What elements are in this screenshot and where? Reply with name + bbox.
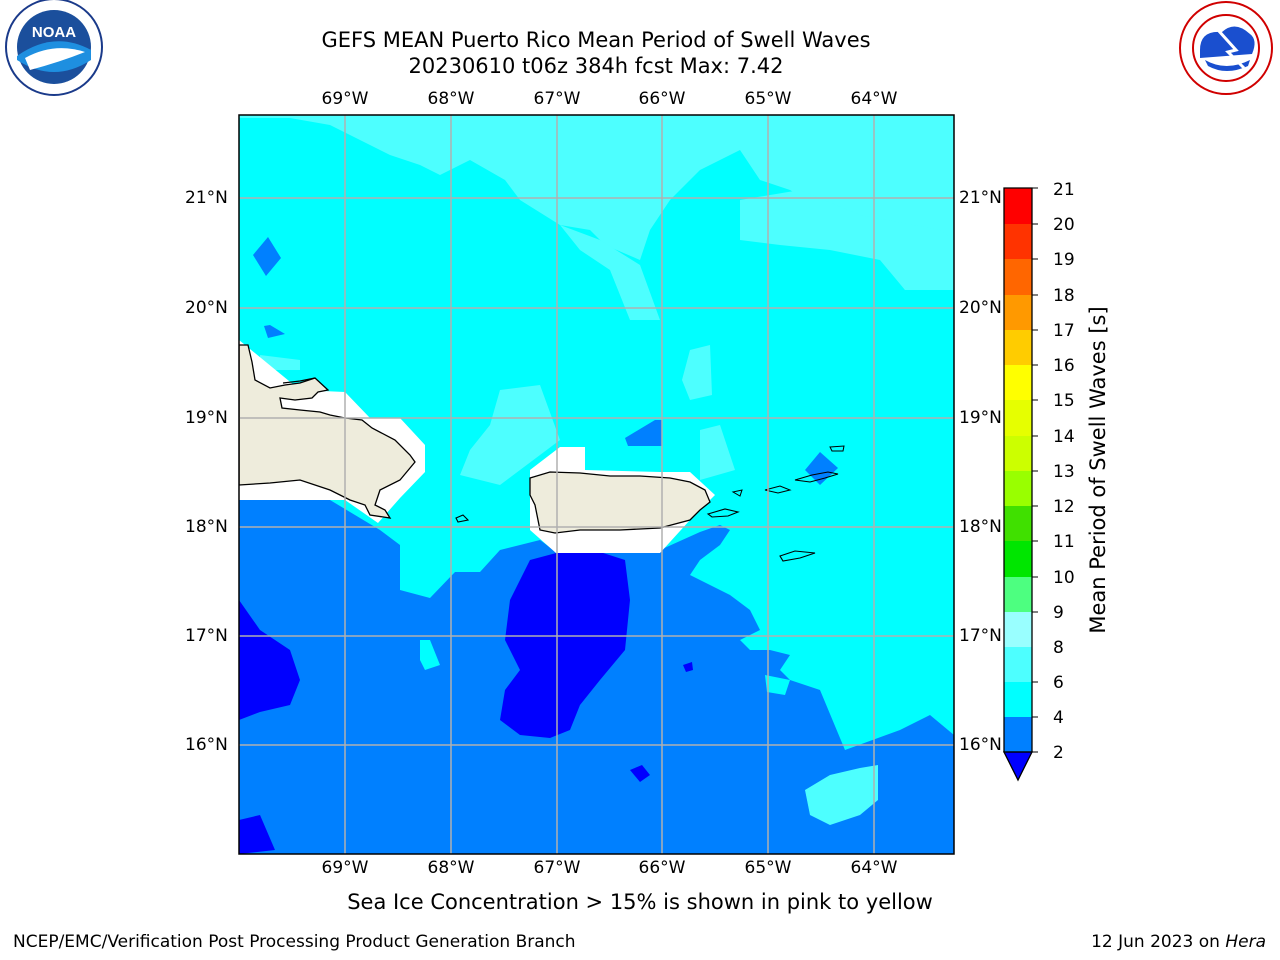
map-gridlines [239, 115, 954, 854]
colorbar-segment [1004, 436, 1032, 471]
nws-logo [1179, 1, 1273, 95]
colorbar-tick-label: 13 [1053, 462, 1075, 482]
colorbar-segment [1004, 506, 1032, 541]
vieques-island [706, 508, 740, 518]
footer-credit: NCEP/EMC/Verification Post Processing Pr… [13, 932, 576, 952]
colorbar-tick-label: 8 [1053, 638, 1064, 658]
lon-label-top: 69°W [321, 89, 369, 109]
colorbar-tick-label: 15 [1053, 391, 1075, 411]
chart-subtitle: 20230610 t06z 384h fcst Max: 7.42 [408, 54, 784, 78]
colorbar [1002, 187, 1038, 782]
colorbar-segment [1004, 330, 1032, 365]
colorbar-tick-label: 2 [1053, 743, 1064, 763]
lat-label-left: 20°N [185, 298, 228, 318]
colorbar-tick-label: 4 [1053, 708, 1064, 728]
st-croix-island [779, 550, 816, 562]
lat-label-right: 17°N [959, 626, 1002, 646]
lon-label-bottom: 65°W [744, 858, 792, 878]
colorbar-segment [1004, 365, 1032, 400]
footer-date: 12 Jun 2023 on Hera [1091, 932, 1266, 952]
colorbar-segment [1004, 647, 1032, 682]
lat-label-right: 16°N [959, 735, 1002, 755]
lat-label-right: 18°N [959, 517, 1002, 537]
map-frame [238, 114, 955, 855]
colorbar-segment [1004, 541, 1032, 577]
lon-label-bottom: 67°W [533, 858, 581, 878]
colorbar-tick-label: 9 [1053, 603, 1064, 623]
lat-label-left: 17°N [185, 626, 228, 646]
colorbar-tick-label: 10 [1053, 568, 1075, 588]
lon-label-top: 66°W [638, 89, 686, 109]
swell-period-contours [239, 115, 954, 854]
lon-label-bottom: 68°W [427, 858, 475, 878]
sea-ice-note: Sea Ice Concentration > 15% is shown in … [347, 890, 933, 914]
colorbar-under-arrow [1002, 751, 1034, 782]
colorbar-segment [1004, 188, 1032, 224]
colorbar-tick-label: 12 [1053, 497, 1075, 517]
colorbar-tick-label: 11 [1053, 532, 1075, 552]
colorbar-tick-label: 14 [1053, 427, 1075, 447]
colorbar-segment [1004, 400, 1032, 436]
colorbar-segment [1004, 471, 1032, 506]
colorbar-segment [1004, 224, 1032, 259]
colorbar-tick-label: 21 [1053, 180, 1075, 200]
colorbar-tick-label: 6 [1053, 673, 1064, 693]
noaa-logo: NOAA [5, 0, 103, 96]
lon-label-top: 68°W [427, 89, 475, 109]
colorbar-tick-label: 17 [1053, 321, 1075, 341]
lat-label-right: 21°N [959, 188, 1002, 208]
lat-label-left: 19°N [185, 408, 228, 428]
colorbar-tick-label: 18 [1053, 286, 1075, 306]
colorbar-tick-label: 20 [1053, 215, 1075, 235]
lon-label-bottom: 69°W [321, 858, 369, 878]
lon-label-bottom: 66°W [638, 858, 686, 878]
colorbar-label: Mean Period of Swell Waves [s] [1086, 306, 1110, 634]
footer-host: Hera [1225, 932, 1266, 952]
colorbar-segment [1004, 682, 1032, 717]
puerto-rico-land [529, 471, 711, 534]
hispaniola-land [239, 344, 416, 519]
lon-label-top: 67°W [533, 89, 581, 109]
colorbar-segment [1004, 259, 1032, 295]
colorbar-segment [1004, 717, 1032, 752]
colorbar-tick-label: 16 [1053, 356, 1075, 376]
lon-label-top: 65°W [744, 89, 792, 109]
colorbar-segment [1004, 612, 1032, 647]
lat-label-left: 16°N [185, 735, 228, 755]
colorbar-segment [1004, 295, 1032, 330]
colorbar-tick-label: 19 [1053, 250, 1075, 270]
chart-title: GEFS MEAN Puerto Rico Mean Period of Swe… [321, 28, 871, 52]
mona-island [455, 514, 470, 523]
lon-label-bottom: 64°W [850, 858, 898, 878]
lat-label-right: 20°N [959, 298, 1002, 318]
lon-label-top: 64°W [850, 89, 898, 109]
colorbar-segment [1004, 577, 1032, 612]
lat-label-left: 21°N [185, 188, 228, 208]
footer-date-text: 12 Jun 2023 on [1091, 932, 1226, 952]
lat-label-right: 19°N [959, 408, 1002, 428]
noaa-logo-text: NOAA [32, 24, 76, 41]
lat-label-left: 18°N [185, 517, 228, 537]
